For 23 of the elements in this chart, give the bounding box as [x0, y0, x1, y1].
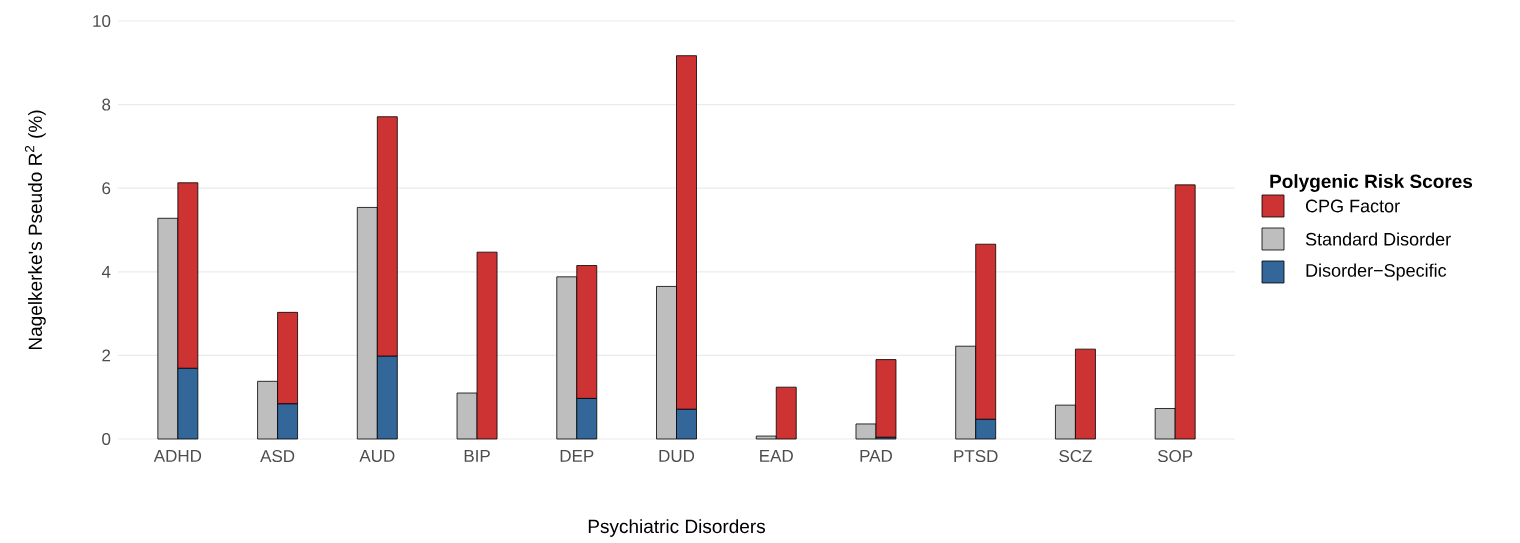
x-tick-label: ADHD — [153, 450, 202, 462]
y-tick-label: 2 — [102, 349, 111, 362]
x-tick-label: DUD — [659, 450, 695, 462]
legend-label: Standard Disorder — [1305, 232, 1451, 246]
legend-title: Polygenic Risk Scores — [1270, 174, 1473, 192]
x-tick-label: AUD — [359, 450, 395, 462]
y-tick-label: 6 — [102, 182, 111, 195]
x-tick-label: ASD — [260, 450, 295, 463]
legend-label: Disorder−Specific — [1306, 263, 1447, 281]
y-tick-label: 8 — [102, 98, 111, 111]
x-tick-label: EAD — [760, 450, 793, 462]
y-tick-label: 0 — [102, 433, 111, 446]
y-tick-label: 10 — [93, 15, 111, 28]
x-tick-label: BIP — [464, 450, 490, 462]
legend-label: CPG Factor — [1305, 199, 1400, 213]
y-axis-title: Nagelkerke's Pseudo R$^{2}$ (%) — [24, 110, 46, 350]
x-tick-label: SCZ — [1059, 450, 1092, 463]
x-axis-title: Psychiatric Disorders — [588, 519, 765, 537]
x-tick-label: SOP — [1158, 450, 1193, 463]
x-tick-label: PTSD — [954, 450, 998, 463]
y-tick-label: 4 — [101, 265, 111, 278]
x-tick-label: DEP — [560, 450, 594, 462]
x-tick-label: PAD — [860, 450, 892, 462]
